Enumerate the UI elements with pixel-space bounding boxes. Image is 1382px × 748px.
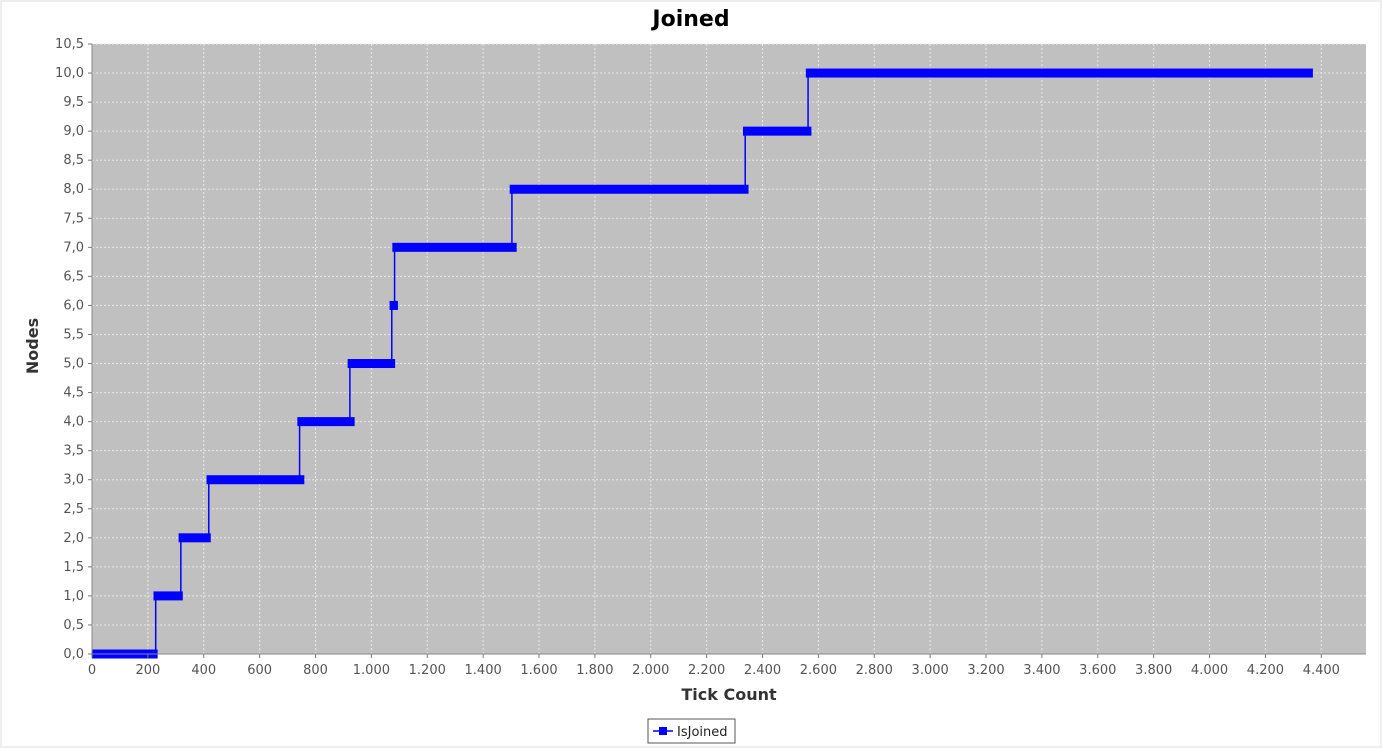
x-tick-label: 2.800 [856,663,893,678]
plot-area [91,43,1366,659]
x-tick-label: 3.800 [1135,663,1172,678]
x-tick-label: 600 [247,663,272,678]
series-marker-band [206,475,305,485]
y-tick-label: 9,0 [63,124,84,139]
y-axis-label: Nodes [23,318,42,374]
series-marker-band [392,242,517,252]
series-marker-band [389,300,398,310]
y-tick-label: 6,0 [63,298,84,313]
x-tick-label: 3.400 [1023,663,1060,678]
x-tick-label: 4.400 [1303,663,1340,678]
plot-background [92,44,1366,654]
x-tick-label: 3.600 [1079,663,1116,678]
x-axis-ticks: 0 200 400 600 800 1.000 1.200 1.400 1.600 1.800 2.… [88,654,1340,678]
y-tick-label: 10,0 [55,66,84,81]
x-tick-label: 2.000 [632,663,669,678]
y-tick-label: 2,5 [63,502,84,517]
y-tick-label: 1,5 [63,560,84,575]
series-marker-band [153,591,183,601]
y-tick-label: 3,0 [63,473,84,488]
series-marker-band [297,417,355,427]
y-tick-label: 0,0 [63,647,84,662]
chart-title: Joined [650,7,729,32]
y-tick-label: 5,5 [63,327,84,342]
x-tick-label: 4.000 [1191,663,1228,678]
series-marker-band [742,126,812,136]
y-tick-label: 7,5 [63,211,84,226]
x-tick-label: 400 [191,663,216,678]
y-tick-label: 3,5 [63,444,84,459]
y-tick-label: 8,5 [63,153,84,168]
legend: IsJoined [647,718,736,744]
x-tick-label: 0 [88,663,96,678]
x-tick-label: 1.800 [576,663,613,678]
x-tick-label: 3.000 [912,663,949,678]
x-tick-label: 200 [135,663,160,678]
y-tick-label: 1,0 [63,589,84,604]
y-tick-label: 4,0 [63,415,84,430]
x-tick-label: 2.200 [688,663,725,678]
x-tick-label: 1.600 [520,663,557,678]
y-tick-label: 0,5 [63,618,84,633]
x-tick-label: 2.400 [744,663,781,678]
series-marker-band [805,68,1313,78]
series-marker-band [178,533,211,543]
y-tick-label: 8,0 [63,182,84,197]
y-tick-label: 6,5 [63,269,84,284]
x-tick-label: 2.600 [800,663,837,678]
y-tick-label: 7,0 [63,240,84,255]
y-tick-label: 2,0 [63,531,84,546]
x-tick-label: 1.400 [465,663,502,678]
x-tick-label: 3.200 [967,663,1004,678]
y-axis-ticks: 0,0 0,5 1,0 1,5 2,0 2,5 3,0 3,5 4,0 4,5 5,0 5,5 6,0 6… [55,37,92,662]
x-tick-label: 1.200 [409,663,446,678]
y-tick-label: 5,0 [63,357,84,372]
series-marker-band [509,184,749,194]
x-tick-label: 1.000 [353,663,390,678]
legend-square-marker-icon [659,727,667,735]
y-tick-label: 10,5 [55,37,84,52]
x-tick-label: 800 [303,663,328,678]
legend-label-isjoined: IsJoined [677,725,728,740]
series-marker-band [347,359,396,369]
x-tick-label: 4.200 [1247,663,1284,678]
y-tick-label: 4,5 [63,386,84,401]
y-tick-label: 9,5 [63,95,84,110]
x-axis-label: Tick Count [681,685,777,704]
